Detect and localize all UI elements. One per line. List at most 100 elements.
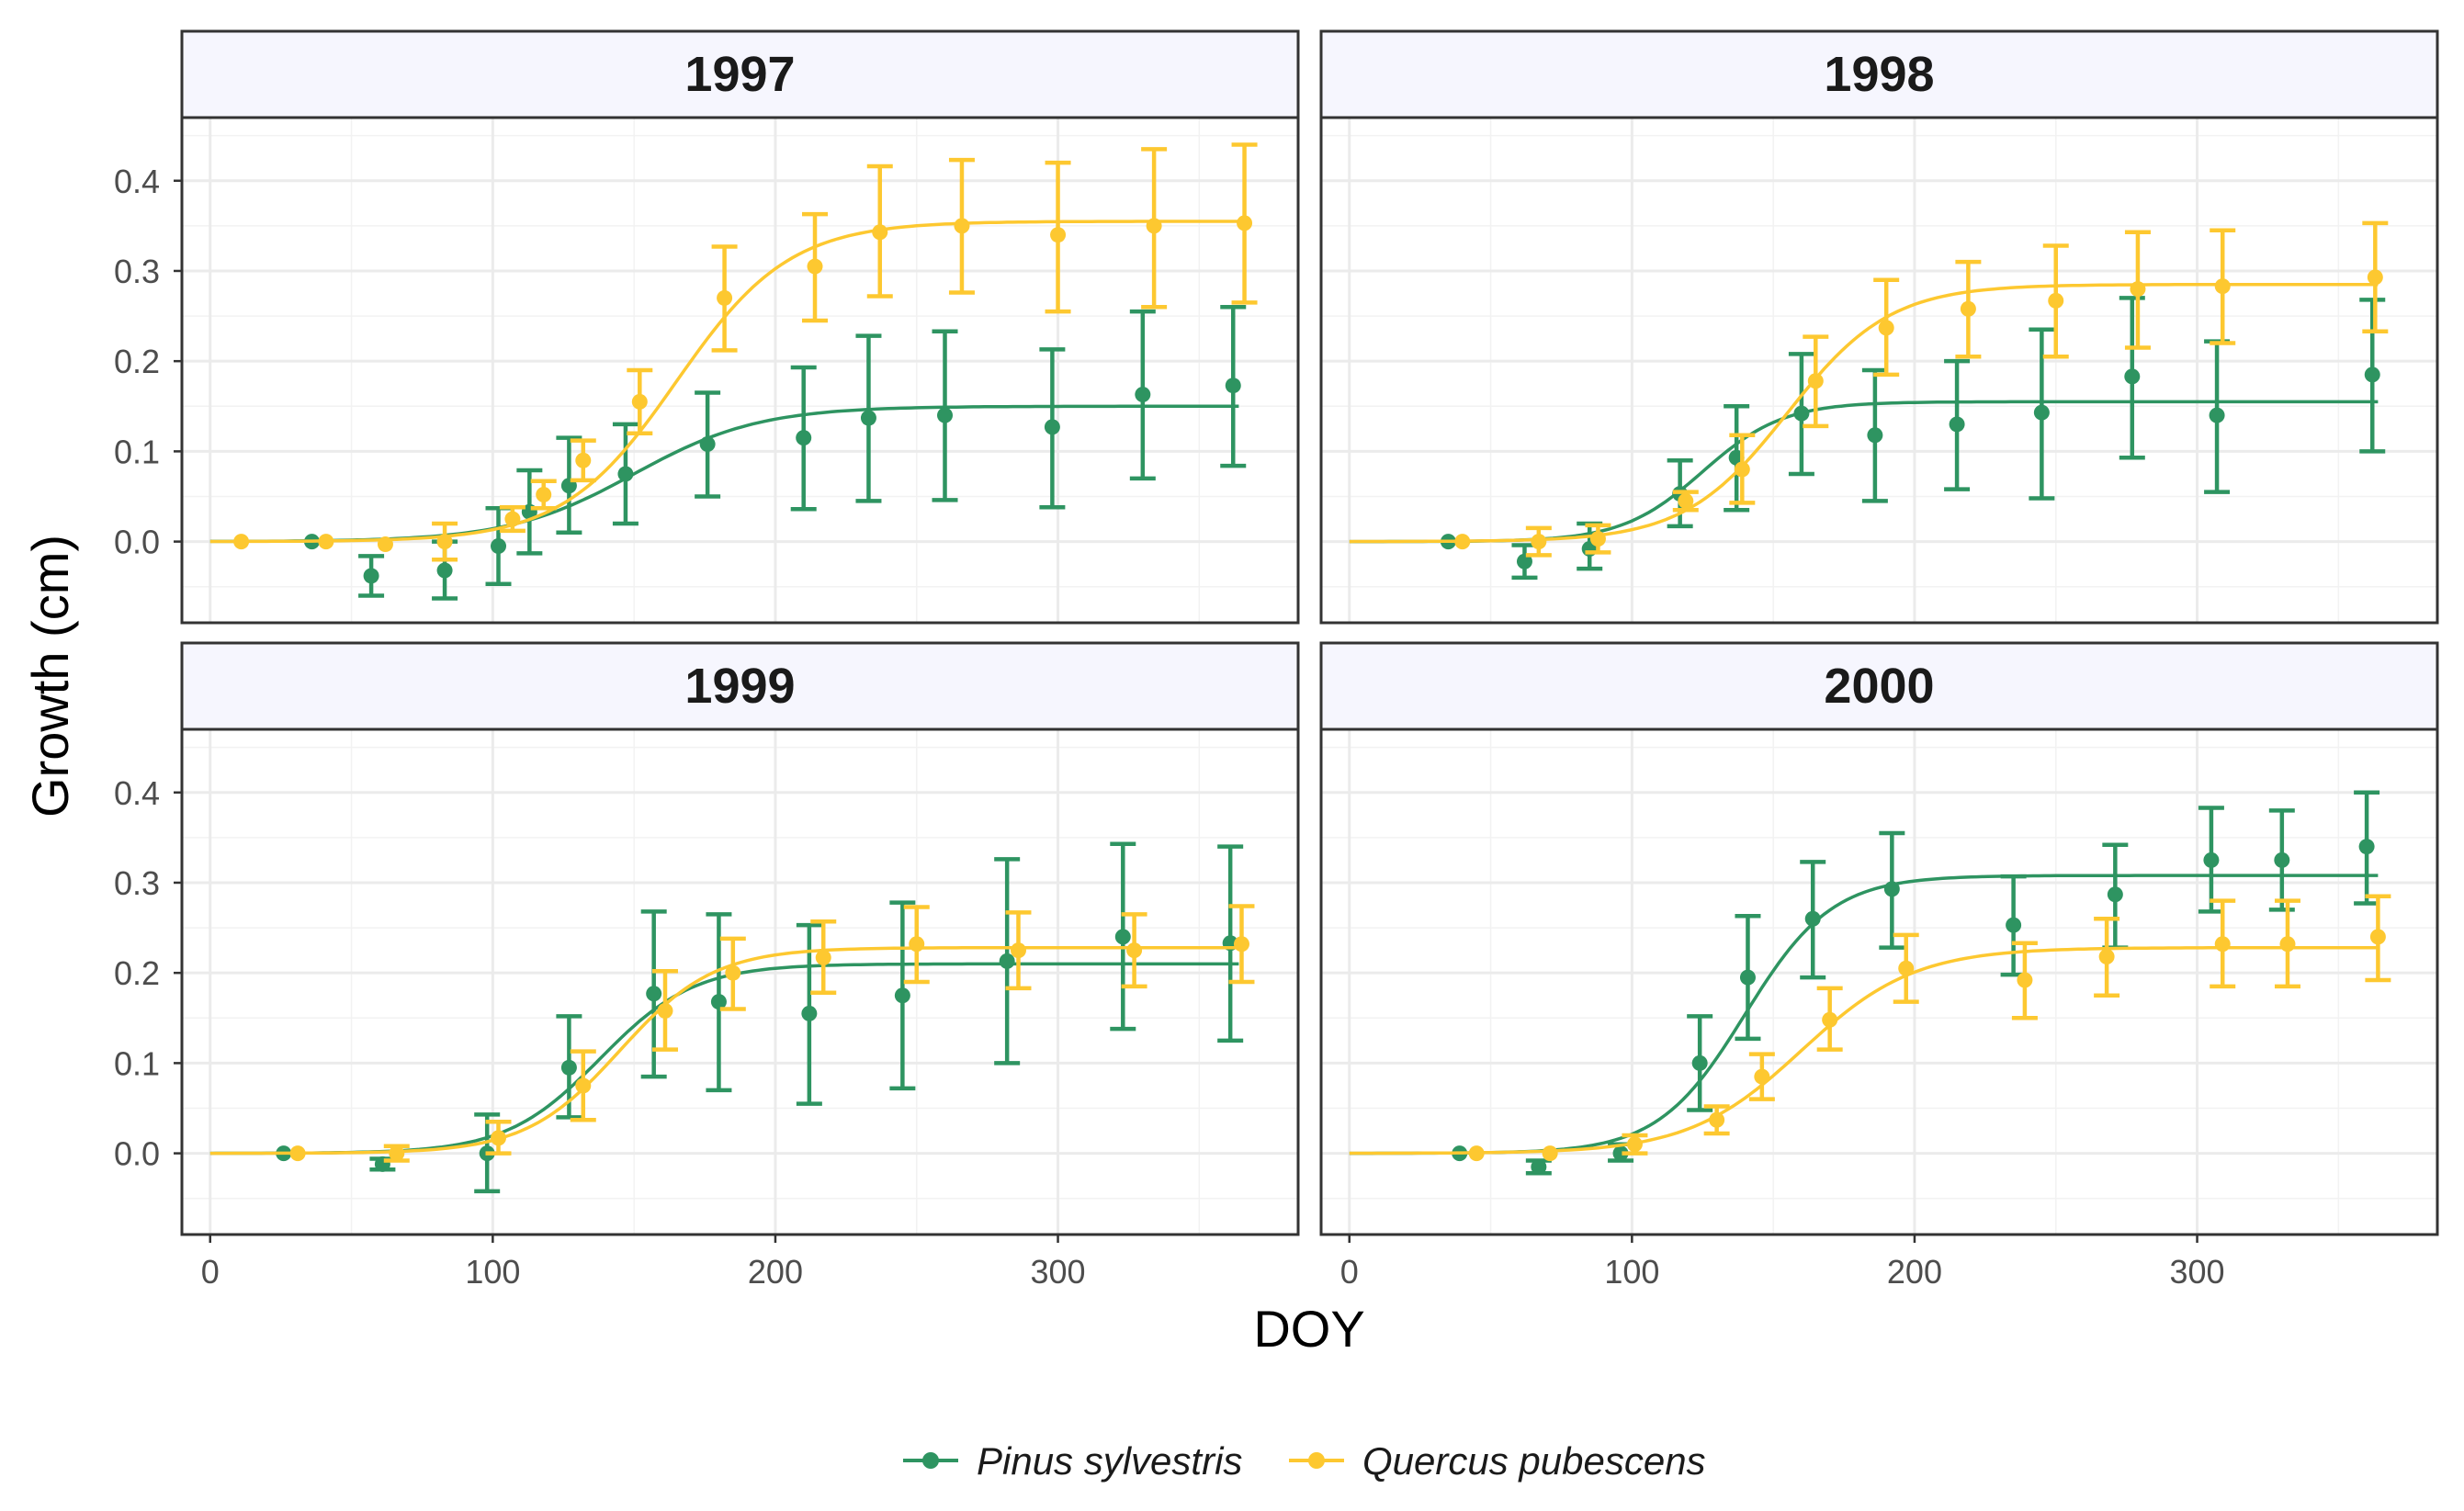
data-point-pinus (617, 466, 634, 482)
data-point-pinus (1793, 405, 1810, 422)
data-point-quercus (2367, 269, 2383, 286)
panel-2000: 2000 (1319, 641, 2439, 1243)
y-tick-label: 0.4 (114, 163, 160, 200)
y-tick-label: 0.3 (114, 864, 160, 902)
plot-area (182, 118, 1298, 623)
data-point-pinus (2107, 886, 2123, 903)
data-point-quercus (2130, 281, 2146, 298)
data-point-pinus (2364, 366, 2380, 383)
data-point-pinus (2358, 839, 2375, 855)
data-point-pinus (894, 987, 910, 1004)
data-point-quercus (1734, 461, 1750, 478)
data-point-quercus (1709, 1111, 1725, 1128)
x-tick-label: 300 (2170, 1253, 2225, 1291)
data-point-pinus (491, 538, 507, 555)
data-point-quercus (807, 258, 823, 275)
panel-1997: 1997 (174, 29, 1300, 625)
y-tick-label: 0.3 (114, 253, 160, 290)
fit-curve-quercus (1349, 282, 2379, 544)
x-tick-label: 0 (201, 1253, 220, 1291)
data-point-pinus (1114, 929, 1131, 945)
data-point-quercus (1237, 215, 1253, 231)
legend-key-point (1308, 1452, 1325, 1469)
data-point-pinus (1225, 378, 1241, 394)
data-point-quercus (1146, 218, 1162, 234)
data-point-quercus (1754, 1068, 1770, 1085)
data-point-pinus (1867, 427, 1883, 444)
data-point-pinus (860, 410, 876, 426)
data-point-quercus (657, 1002, 673, 1019)
y-axis-ticks-top: 0.0 0.1 0.2 0.3 0.4 (114, 163, 160, 561)
data-point-quercus (2017, 972, 2033, 988)
legend: Pinus sylvestris Quercus pubescens (903, 1439, 1706, 1483)
data-point-pinus (1883, 881, 1900, 897)
data-point-quercus (2098, 949, 2115, 964)
data-point-quercus (575, 452, 592, 468)
y-tick-label: 0.2 (114, 343, 160, 380)
data-point-quercus (1878, 320, 1894, 336)
data-point-quercus (2214, 936, 2231, 953)
x-axis-title: DOY (1253, 1300, 1364, 1358)
data-point-quercus (491, 1130, 507, 1146)
data-point-quercus (725, 964, 741, 981)
data-point-quercus (436, 534, 453, 550)
data-point-pinus (1612, 1145, 1629, 1162)
data-point-quercus (717, 289, 733, 306)
x-tick-label: 300 (1031, 1253, 1086, 1291)
data-point-pinus (1691, 1054, 1708, 1071)
panel-title: 1997 (684, 47, 795, 102)
panel-strip (180, 29, 1300, 119)
data-point-pinus (710, 994, 727, 1010)
data-point-pinus (699, 436, 716, 453)
panel-title: 2000 (1824, 659, 1934, 714)
data-point-pinus (1135, 387, 1151, 403)
data-point-quercus (389, 1145, 405, 1162)
data-point-pinus (796, 430, 812, 446)
data-point-pinus (1531, 1158, 1547, 1175)
data-point-quercus (909, 936, 925, 953)
data-point-quercus (1960, 300, 1976, 317)
data-point-quercus (575, 1077, 592, 1094)
y-tick-label: 0.4 (114, 774, 160, 812)
data-point-quercus (377, 536, 393, 553)
panel-title: 1999 (684, 659, 795, 714)
panel-strip (1319, 641, 2439, 731)
y-axis-title: Growth (cm) (21, 535, 79, 818)
data-point-quercus (1010, 942, 1026, 959)
legend-key-point (922, 1452, 939, 1469)
y-tick-label: 0.2 (114, 954, 160, 992)
data-point-quercus (1678, 492, 1694, 509)
fit-curve-quercus (209, 945, 1239, 1156)
plot-area (182, 729, 1298, 1235)
panel-1999: 1999 (174, 641, 1300, 1243)
data-point-quercus (2279, 936, 2296, 953)
x-tick-label: 100 (465, 1253, 520, 1291)
data-point-quercus (289, 1145, 306, 1162)
data-point-quercus (1542, 1145, 1558, 1162)
data-point-pinus (2124, 368, 2141, 385)
y-tick-label: 0.0 (114, 524, 160, 561)
panel-strip (1319, 29, 2439, 119)
data-point-pinus (2274, 851, 2290, 868)
data-point-pinus (1739, 969, 1756, 986)
data-point-quercus (815, 949, 831, 965)
legend-label: Quercus pubescens (1362, 1439, 1706, 1483)
data-point-quercus (504, 511, 521, 527)
data-point-quercus (1626, 1136, 1643, 1153)
data-point-quercus (233, 534, 250, 550)
legend-item-quercus: Quercus pubescens (1289, 1439, 1706, 1483)
x-tick-label: 200 (1887, 1253, 1942, 1291)
plot-area (1321, 729, 2437, 1235)
data-point-pinus (2209, 407, 2225, 423)
plot-border (1319, 116, 2439, 625)
x-tick-label: 100 (1604, 1253, 1659, 1291)
data-point-quercus (318, 534, 334, 550)
data-point-quercus (954, 218, 970, 234)
data-point-pinus (937, 407, 954, 423)
data-point-quercus (1126, 942, 1143, 959)
data-point-pinus (2006, 917, 2022, 933)
data-point-quercus (536, 487, 552, 503)
y-tick-label: 0.1 (114, 1044, 160, 1082)
data-point-pinus (436, 562, 453, 579)
data-point-pinus (560, 1059, 577, 1076)
